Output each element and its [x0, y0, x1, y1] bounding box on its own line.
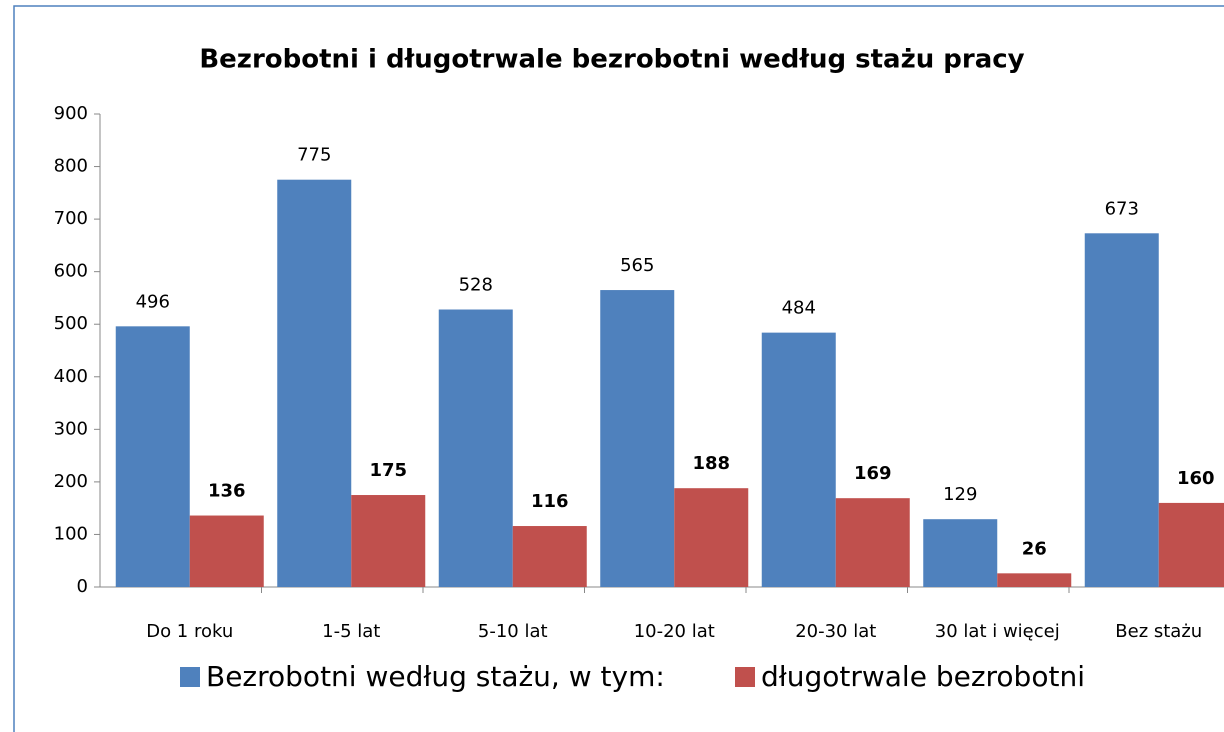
bar [674, 488, 749, 587]
legend-label: długotrwale bezrobotni [761, 660, 1085, 693]
data-label: 26 [1022, 538, 1047, 559]
y-tick-label: 500 [54, 313, 88, 334]
bar [115, 326, 190, 587]
y-tick-label: 700 [54, 208, 88, 229]
bar [835, 498, 910, 587]
x-tick-label: 20-30 lat [795, 621, 876, 642]
data-label: 116 [531, 491, 569, 512]
x-tick-label: Do 1 roku [146, 621, 233, 642]
y-tick-label: 100 [54, 523, 88, 544]
bar [600, 290, 675, 587]
bar [438, 309, 513, 587]
data-label: 496 [136, 291, 170, 312]
legend-swatch [180, 667, 200, 687]
data-label: 775 [297, 145, 331, 166]
y-tick-label: 800 [54, 156, 88, 177]
y-tick-label: 0 [77, 576, 88, 597]
bar [923, 519, 998, 587]
bar [277, 179, 352, 587]
data-label: 188 [692, 453, 730, 474]
y-tick-label: 600 [54, 261, 88, 282]
y-tick-label: 300 [54, 418, 88, 439]
legend-swatch [735, 667, 755, 687]
bar [761, 332, 836, 587]
x-tick-label: Bez stażu [1115, 621, 1202, 642]
x-tick-label: 5-10 lat [478, 621, 548, 642]
y-tick-label: 900 [54, 103, 88, 124]
chart-title: Bezrobotni i długotrwale bezrobotni wedł… [199, 45, 1024, 75]
data-label: 565 [620, 255, 654, 276]
chart-border [13, 5, 1224, 732]
bar [1158, 502, 1224, 587]
data-label: 136 [208, 481, 246, 502]
data-label: 528 [459, 275, 493, 296]
x-tick-label: 10-20 lat [634, 621, 715, 642]
data-label: 673 [1105, 198, 1139, 219]
bar [351, 495, 426, 587]
data-label: 160 [1177, 468, 1215, 489]
bar [189, 515, 264, 587]
bar [1084, 233, 1159, 587]
y-tick-label: 400 [54, 366, 88, 387]
data-label: 175 [369, 460, 407, 481]
data-label: 484 [782, 298, 816, 319]
x-tick-label: 1-5 lat [322, 621, 380, 642]
y-tick-label: 200 [54, 471, 88, 492]
x-tick-label: 30 lat i więcej [935, 621, 1060, 642]
bar [512, 526, 587, 587]
data-label: 129 [943, 484, 977, 505]
data-label: 169 [854, 463, 892, 484]
legend-label: Bezrobotni według stażu, w tym: [206, 660, 665, 693]
bar [997, 573, 1072, 587]
